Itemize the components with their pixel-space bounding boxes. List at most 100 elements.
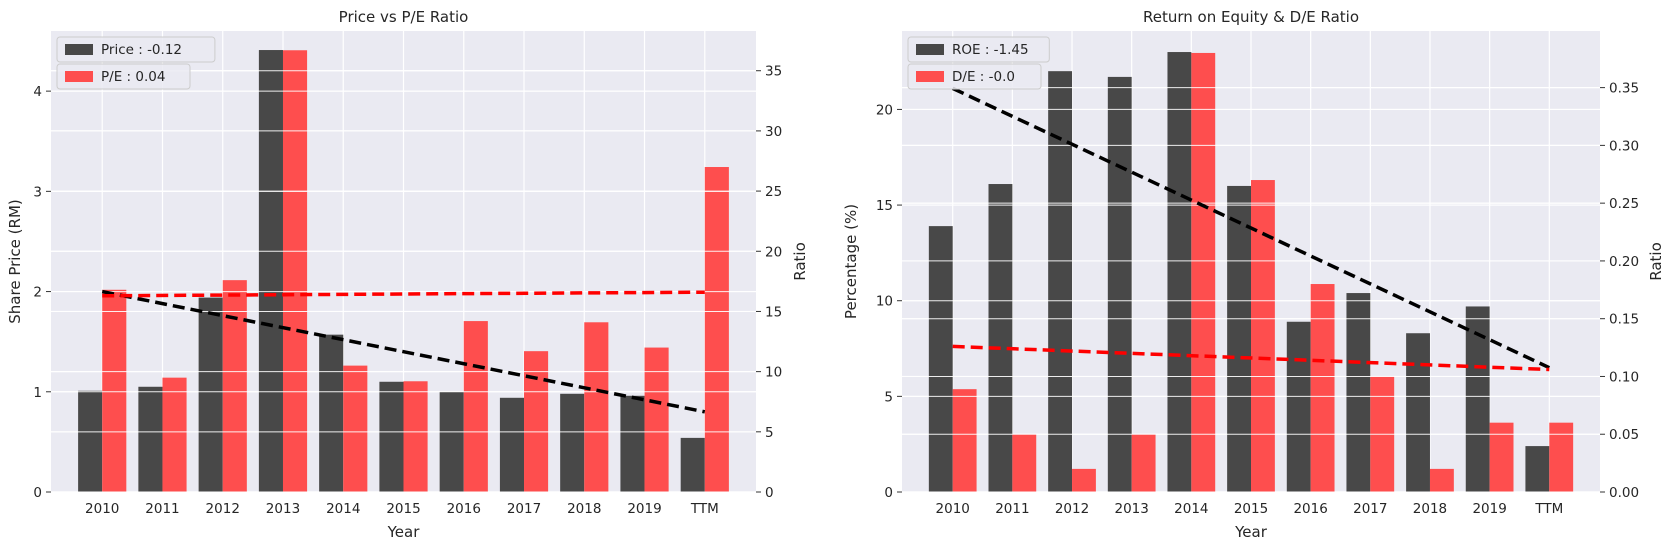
- chart-panel-2: 2010 2011 2012 2013 2014 2015 2016 2017 2018 2019…: [842, 8, 1665, 541]
- y-tick-label-right: 0.00: [1609, 485, 1639, 501]
- bar-pe: [102, 289, 127, 492]
- bar-de: [1191, 52, 1216, 492]
- y-tick-label-right: 25: [765, 184, 782, 200]
- legend-label: Price : -0.12: [101, 42, 182, 58]
- y-tick-label-left: 10: [876, 294, 893, 310]
- bar-de: [1131, 434, 1156, 492]
- x-tick-label: 2013: [266, 501, 300, 517]
- legend-box: [56, 36, 216, 63]
- legend-swatch: [65, 44, 93, 55]
- legend-swatch: [916, 71, 944, 82]
- x-tick-label: 2012: [206, 501, 240, 517]
- legend-secondary: P/E : 0.04: [56, 63, 191, 90]
- y-tick-label-left: 0: [33, 485, 42, 501]
- y-tick-label-left: 0: [884, 485, 893, 501]
- y-tick-label-right: 0.20: [1609, 254, 1639, 270]
- legend-label: D/E : -0.0: [952, 69, 1015, 85]
- bar-de: [1429, 468, 1454, 492]
- bar-price: [78, 390, 103, 492]
- bar-price: [680, 437, 705, 492]
- x-tick-label: TTM: [1534, 501, 1563, 517]
- y-tick-label-right: 0.05: [1609, 427, 1639, 443]
- legend-primary: Price : -0.12: [56, 36, 216, 63]
- bar-price: [198, 297, 223, 492]
- x-tick-label: 2010: [936, 501, 970, 517]
- bar-price: [258, 50, 283, 492]
- x-tick-label: 2012: [1055, 501, 1089, 517]
- x-tick-label: 2014: [326, 501, 360, 517]
- legend-swatch: [916, 44, 944, 55]
- y-tick-label-right: 5: [765, 425, 774, 441]
- y-axis-label-right: Ratio: [1647, 242, 1665, 281]
- x-tick-label: 2018: [567, 501, 601, 517]
- bar-roe: [1167, 52, 1192, 492]
- legend-primary: ROE : -1.45: [907, 36, 1050, 63]
- legend-label: ROE : -1.45: [952, 42, 1029, 58]
- bar-roe: [1346, 293, 1371, 492]
- chart-panel-1: 2010 2011 2012 2013 2014 2015 2016 2017 2018 2019…: [6, 8, 809, 541]
- trendline-secondary: [952, 344, 1550, 372]
- y-tick-label-right: 0: [765, 485, 774, 501]
- bar-pe: [343, 365, 368, 492]
- y-tick-label-left: 1: [33, 385, 42, 401]
- bar-price: [319, 334, 344, 492]
- bar-pe: [463, 321, 488, 492]
- bar-roe: [988, 184, 1013, 492]
- trendline-secondary: [102, 290, 705, 298]
- legend-label: P/E : 0.04: [101, 69, 165, 85]
- bar-de: [1012, 434, 1037, 492]
- bar-pe: [524, 351, 549, 492]
- y-tick-label-left: 5: [884, 389, 893, 405]
- x-tick-label: 2016: [447, 501, 481, 517]
- legend-box: [907, 63, 1042, 90]
- bar-roe: [1406, 333, 1430, 492]
- x-tick-label: 2011: [145, 501, 179, 517]
- bar-price: [138, 386, 163, 492]
- bar-roe: [1525, 446, 1550, 492]
- chart-title: Return on Equity & D/E Ratio: [1143, 8, 1359, 26]
- y-axis-label-left: Share Price (RM): [6, 199, 24, 323]
- x-tick-label: 2014: [1174, 501, 1208, 517]
- x-tick-label: 2017: [1353, 501, 1387, 517]
- trendline-primary: [951, 86, 1551, 370]
- y-tick-label-right: 20: [765, 244, 782, 260]
- x-tick-label: 2011: [995, 501, 1029, 517]
- y-tick-label-left: 3: [33, 184, 42, 200]
- y-tick-label-right: 10: [765, 365, 782, 381]
- bar-de: [1489, 422, 1514, 492]
- bar-roe: [1465, 306, 1490, 492]
- legend-swatch: [65, 71, 93, 82]
- bar-roe: [1048, 71, 1073, 492]
- bar-de: [1549, 422, 1574, 492]
- x-tick-label: 2017: [507, 501, 541, 517]
- bar-pe: [584, 322, 609, 492]
- y-tick-label-right: 0.25: [1609, 196, 1639, 212]
- legend-secondary: D/E : -0.0: [907, 63, 1042, 90]
- bar-pe: [162, 377, 187, 492]
- bar-pe: [403, 381, 428, 492]
- x-tick-label: 2016: [1293, 501, 1327, 517]
- bar-price: [379, 381, 404, 492]
- y-tick-label-right: 0.15: [1609, 312, 1639, 328]
- y-axis-label-right: Ratio: [791, 242, 809, 281]
- y-tick-label-left: 15: [876, 198, 893, 214]
- legend-box: [56, 63, 191, 90]
- x-axis-label: Year: [387, 523, 421, 541]
- y-tick-label-right: 35: [765, 64, 782, 80]
- y-tick-label-right: 0.35: [1609, 81, 1639, 97]
- y-tick-label-right: 30: [765, 124, 782, 140]
- y-tick-label-right: 0.10: [1609, 369, 1639, 385]
- bar-de: [1072, 468, 1096, 492]
- x-tick-label: 2019: [1472, 501, 1506, 517]
- y-tick-label-right: 15: [765, 304, 782, 320]
- y-tick-label-right: 0.30: [1609, 138, 1639, 154]
- bar-price: [620, 395, 645, 492]
- bar-de: [1310, 284, 1335, 492]
- bar-roe: [1107, 76, 1132, 492]
- bar-pe: [644, 347, 669, 492]
- bar-pe: [704, 167, 729, 492]
- bar-price: [560, 393, 585, 492]
- x-axis-label: Year: [1234, 523, 1268, 541]
- y-tick-label-left: 4: [33, 84, 42, 100]
